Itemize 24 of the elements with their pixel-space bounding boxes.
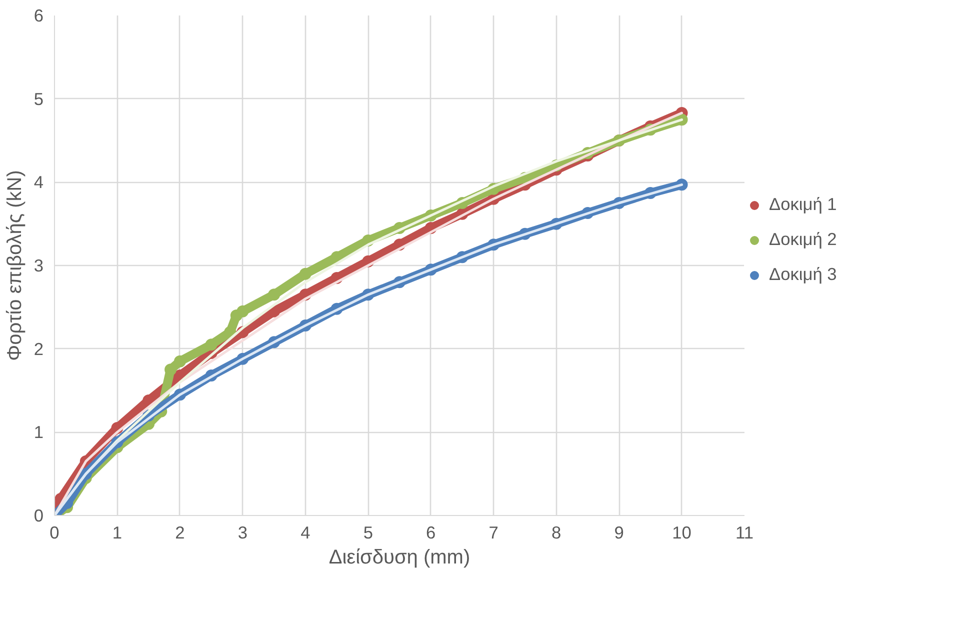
y-tick-label: 1 [34, 422, 44, 442]
y-tick-label: 0 [34, 506, 44, 526]
x-axis-title: Διείσδυση (mm) [328, 546, 470, 568]
x-tick-label: 5 [363, 522, 373, 542]
x-tick-label: 2 [175, 522, 185, 542]
x-tick-label: 11 [736, 522, 754, 542]
x-tick-label: 10 [672, 522, 692, 542]
x-tick-label: 9 [614, 522, 624, 542]
y-tick-label: 5 [34, 88, 44, 109]
y-axis-title: Φορτίο επιβολής (kN) [4, 170, 26, 361]
x-tick-label: 1 [112, 522, 122, 542]
legend-label: Δοκιμή 1 [769, 194, 837, 215]
y-tick-label: 6 [34, 6, 44, 26]
x-tick-label: 7 [488, 522, 498, 542]
x-tick-label: 3 [238, 522, 248, 542]
legend-label: Δοκιμή 2 [769, 229, 837, 250]
x-tick-label: 4 [300, 522, 311, 542]
y-tick-label: 2 [34, 338, 44, 359]
legend-label: Δοκιμή 3 [769, 264, 837, 285]
y-tick-label: 4 [34, 172, 44, 192]
x-tick-label: 8 [552, 522, 562, 542]
y-tick-label: 3 [34, 256, 44, 276]
x-tick-label: 6 [426, 522, 436, 542]
x-tick-label: 0 [50, 522, 60, 542]
